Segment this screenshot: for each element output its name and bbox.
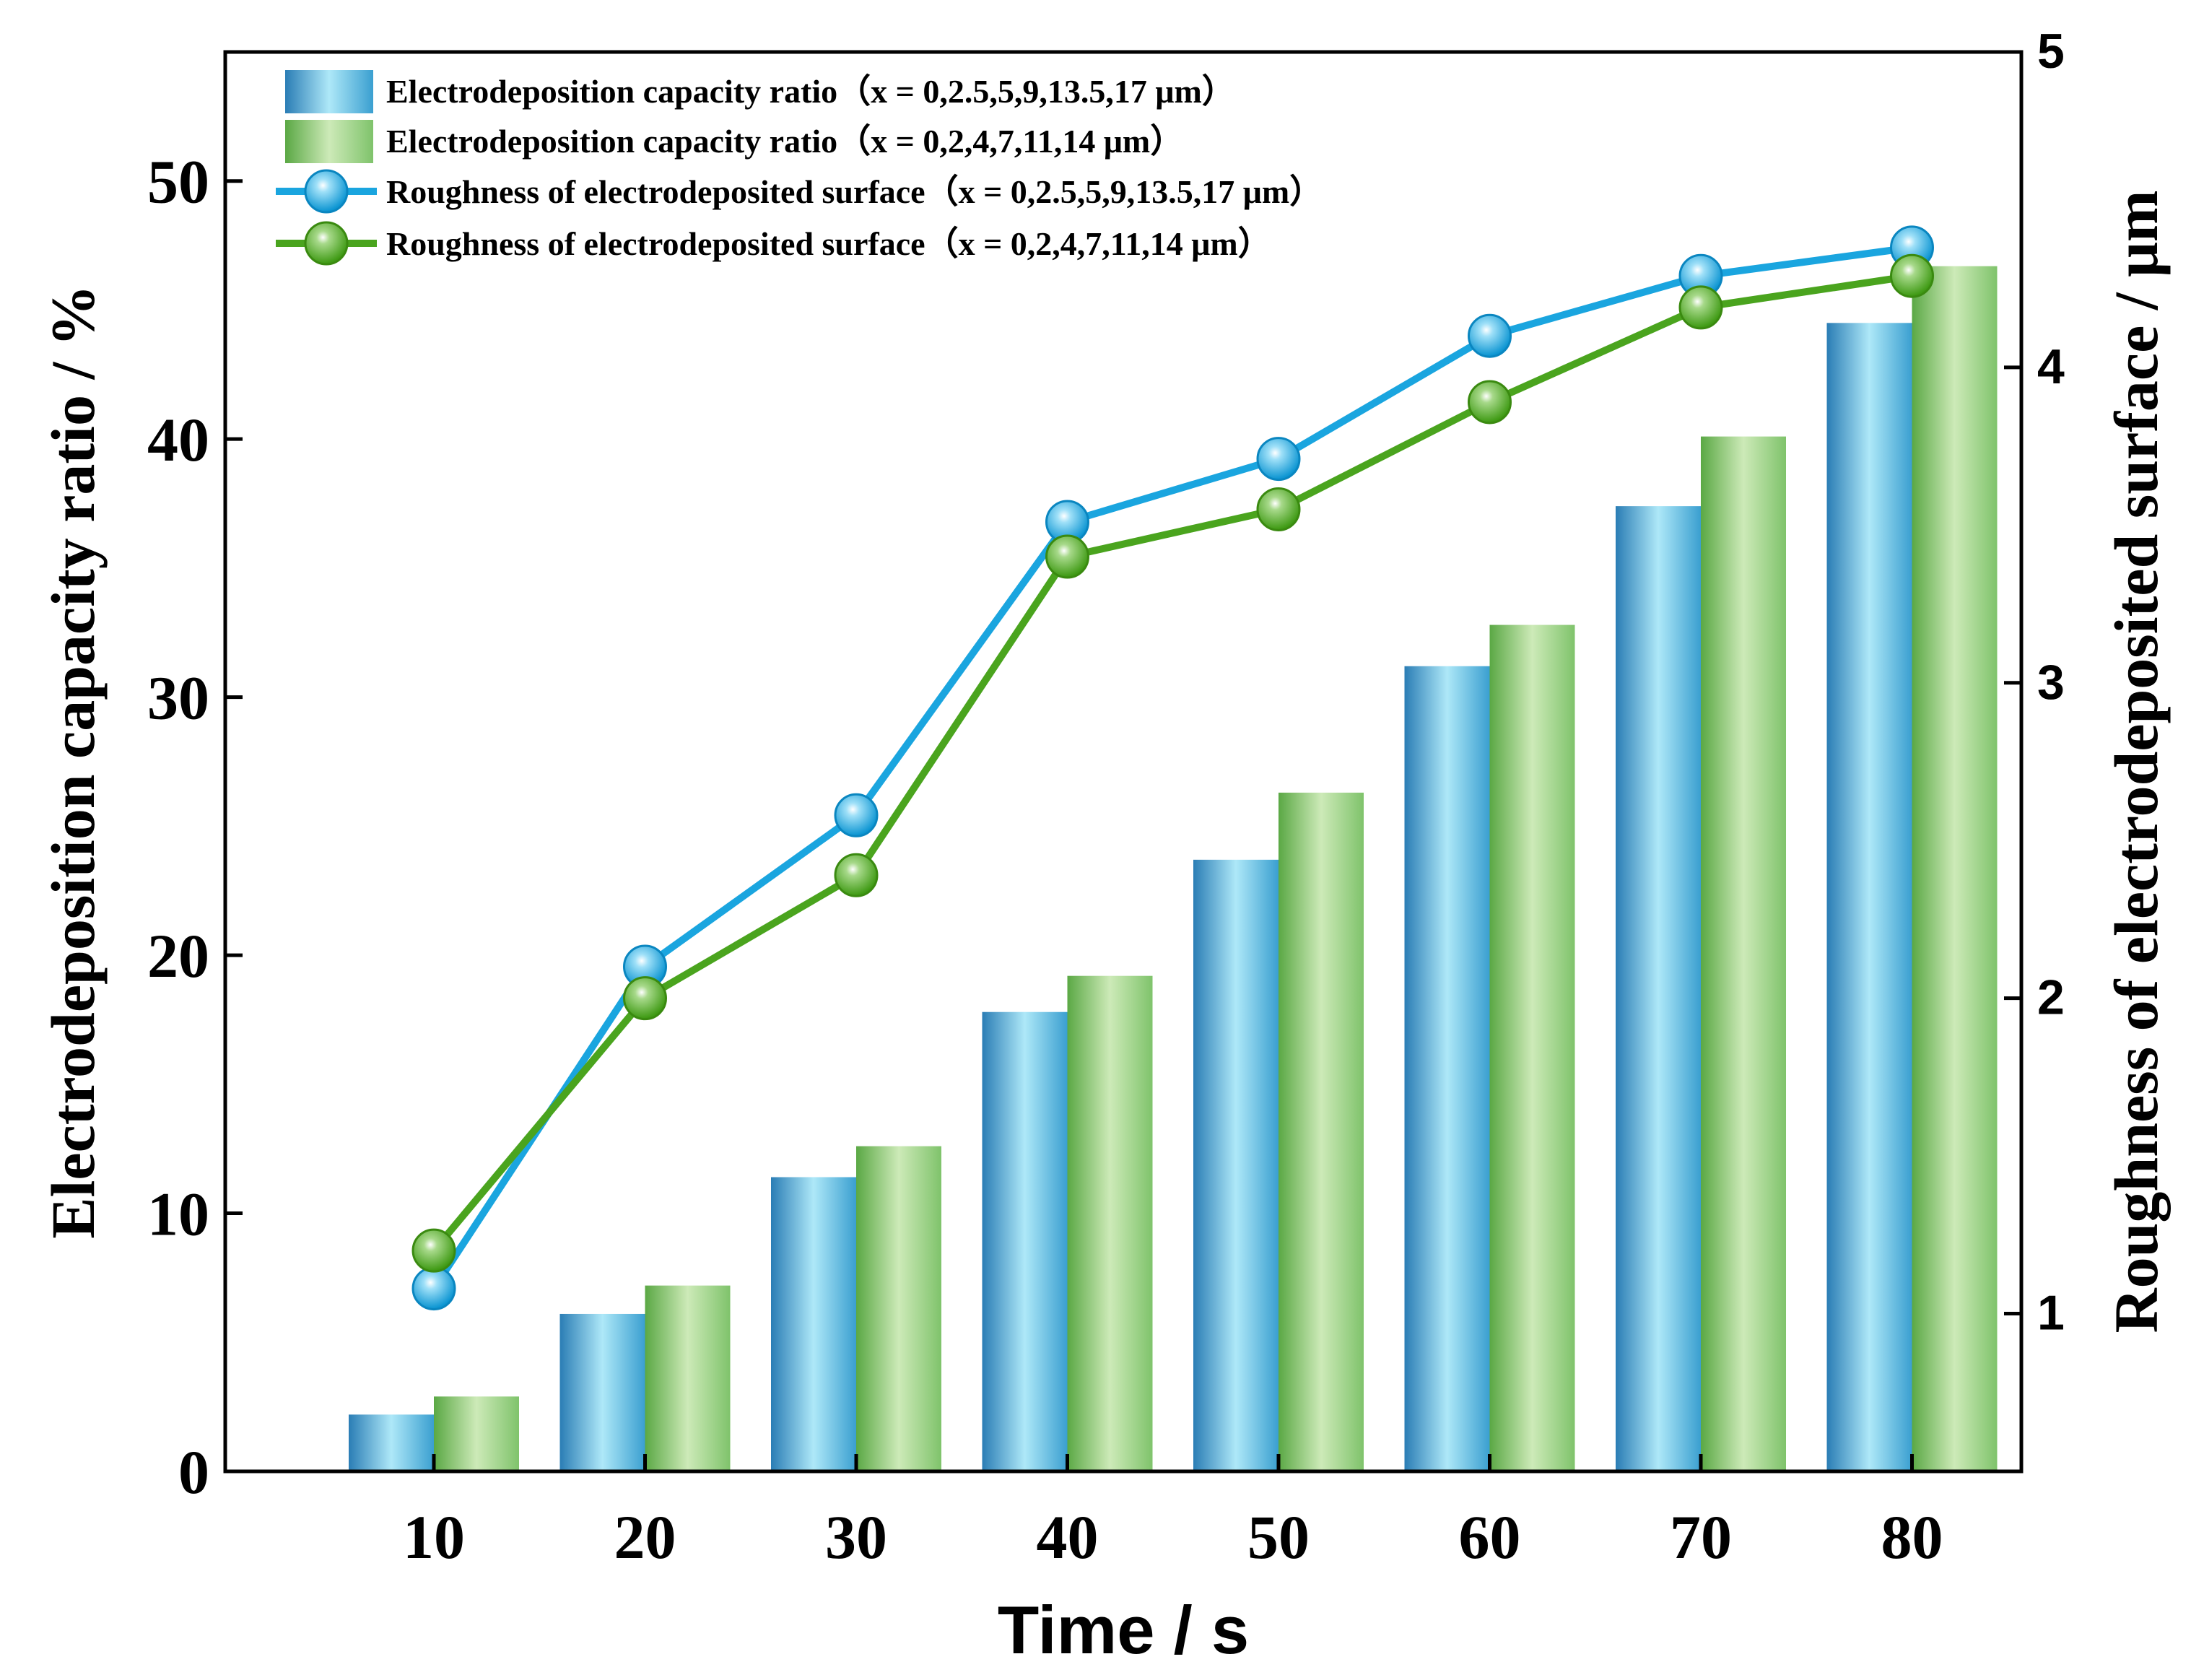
x-tick-label-70: 70 [1670,1502,1732,1572]
legend-label-line-series-2: Roughness of electrodeposited surface（x … [386,225,1271,262]
bar-series-2-40 [1067,975,1153,1471]
marker-series-2-20 [623,976,667,1021]
marker-series-1-30 [834,793,879,837]
bar-series-2-60 [1489,624,1575,1471]
legend-label-bar-series-1: Electrodeposition capacity ratio（x = 0,2… [386,73,1235,110]
marker-series-2-80 [1890,253,1934,298]
x-tick-label-40: 40 [1037,1502,1099,1572]
x-tick-label-50: 50 [1247,1502,1310,1572]
lines-layer [411,225,1934,1311]
bar-series-1-30 [771,1177,856,1471]
legend-swatch-bar-series-2 [285,120,373,163]
y-right-tick-label-2: 2 [2037,970,2065,1025]
marker-series-1-60 [1468,313,1512,358]
marker-series-1-10 [411,1266,456,1311]
bar-series-1-40 [982,1011,1068,1471]
bar-series-1-70 [1616,506,1701,1471]
bar-series-2-50 [1279,792,1364,1471]
legend-marker-series-2 [304,221,349,266]
marker-series-1-50 [1256,437,1301,482]
x-tick-label-30: 30 [825,1502,887,1572]
plot-frame [223,50,2024,1474]
y-left-tick-label-10: 10 [147,1180,209,1249]
marker-series-2-10 [411,1228,456,1273]
x-axis-label: Time / s [998,1592,1249,1668]
marker-series-2-70 [1678,285,1723,330]
y-right-tick-label-1: 1 [2037,1286,2065,1341]
bars-layer [349,266,1998,1472]
bar-series-2-30 [856,1146,941,1471]
legend-marker-series-1 [304,169,349,214]
bar-series-1-60 [1404,666,1490,1471]
y-right-tick-label-5: 5 [2037,24,2065,79]
y-axis-right-label: Roughness of electrodeposited surface / … [2101,190,2171,1333]
y-left-tick-label-0: 0 [178,1437,209,1507]
bar-series-2-10 [434,1396,519,1471]
y-left-tick-label-30: 30 [147,663,209,733]
bar-series-1-10 [349,1414,434,1471]
marker-series-2-60 [1468,380,1512,425]
legend-swatch-bar-series-1 [285,70,373,113]
y-right-tick-label-4: 4 [2037,339,2065,394]
y-left-tick-label-20: 20 [147,921,209,991]
bar-series-1-50 [1193,859,1279,1471]
marker-series-2-30 [834,853,879,897]
legend: Electrodeposition capacity ratio（x = 0,2… [276,70,1323,266]
legend-label-bar-series-2: Electrodeposition capacity ratio（x = 0,2… [386,123,1183,160]
line-series-2 [431,272,1913,1253]
x-tick-label-60: 60 [1459,1502,1521,1572]
line-series-1 [430,243,1913,1291]
legend-label-line-series-1: Roughness of electrodeposited surface（x … [386,173,1323,210]
y-axis-left-label: Electrodeposition capacity ratio / % [38,284,108,1239]
bar-series-2-80 [1912,266,1998,1472]
bar-series-2-70 [1701,436,1786,1471]
marker-series-2-40 [1045,534,1089,579]
marker-series-2-50 [1256,487,1301,531]
axes-layer: 0 10 20 30 40 50 1 2 3 4 5 10 20 30 40 50 60 70 80 [147,24,2065,1572]
x-tick-label-80: 80 [1881,1502,1943,1572]
bar-series-1-80 [1826,323,1912,1471]
y-right-tick-label-3: 3 [2037,655,2065,710]
y-left-tick-label-40: 40 [147,405,209,474]
x-tick-label-10: 10 [403,1502,465,1572]
y-left-tick-label-50: 50 [147,147,209,217]
bar-series-2-20 [645,1285,731,1471]
x-tick-label-20: 20 [614,1502,676,1572]
bar-series-1-20 [559,1313,645,1471]
